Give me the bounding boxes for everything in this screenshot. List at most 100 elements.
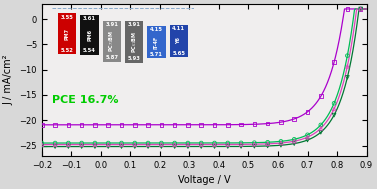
Point: [225, 143, 231, 146]
Point: [92, 142, 98, 145]
Point: [278, 142, 284, 145]
Point: [251, 141, 257, 144]
Point: [291, 140, 297, 143]
Point: [158, 142, 164, 145]
Point: [358, 7, 364, 10]
Point: [132, 145, 138, 148]
Point: [132, 143, 138, 146]
Point: [92, 145, 98, 148]
Point: [358, 7, 364, 10]
Point: [265, 142, 271, 145]
Point: [211, 123, 218, 126]
Point: [52, 143, 58, 146]
Point: [105, 145, 111, 148]
Point: [172, 123, 178, 126]
Point: [145, 143, 151, 146]
Point: [305, 136, 311, 139]
Point: [331, 114, 337, 117]
Point: [344, 65, 350, 68]
Point: [198, 123, 204, 126]
Point: [185, 142, 191, 145]
Point: [305, 139, 311, 142]
Point: [158, 145, 164, 148]
Point: [158, 123, 164, 126]
Point: [238, 123, 244, 126]
Point: [79, 123, 85, 126]
Point: [118, 145, 124, 148]
Point: [265, 122, 271, 125]
Point: [185, 123, 191, 126]
Point: [331, 61, 337, 64]
Point: [198, 143, 204, 146]
Point: [278, 140, 284, 143]
Point: [305, 133, 311, 136]
Point: [172, 143, 178, 146]
Point: [318, 123, 324, 126]
Point: [211, 145, 218, 148]
Point: [265, 141, 271, 144]
Point: [291, 142, 297, 145]
Point: [185, 145, 191, 148]
Point: [331, 102, 337, 105]
Point: [132, 142, 138, 145]
Point: [172, 145, 178, 148]
Point: [118, 123, 124, 126]
Point: [238, 143, 244, 146]
Point: [79, 142, 85, 145]
Y-axis label: J / mA/cm²: J / mA/cm²: [4, 55, 14, 105]
Point: [158, 143, 164, 146]
Point: [225, 141, 231, 144]
Point: [92, 123, 98, 126]
Point: [65, 123, 71, 126]
Point: [65, 145, 71, 148]
Point: [291, 117, 297, 120]
Point: [278, 144, 284, 147]
Point: [145, 145, 151, 148]
Point: [39, 145, 45, 148]
Point: [198, 145, 204, 148]
Point: [318, 95, 324, 98]
Point: [251, 145, 257, 148]
Point: [251, 123, 257, 126]
Point: [79, 145, 85, 148]
Point: [118, 142, 124, 145]
Point: [238, 141, 244, 144]
Point: [358, 7, 364, 10]
Point: [211, 143, 218, 146]
Point: [318, 131, 324, 134]
Point: [92, 143, 98, 146]
Point: [185, 143, 191, 146]
Point: [105, 142, 111, 145]
Point: [105, 123, 111, 126]
Point: [52, 142, 58, 145]
Point: [145, 142, 151, 145]
Point: [65, 143, 71, 146]
Point: [105, 143, 111, 146]
Point: [331, 107, 337, 110]
Point: [291, 138, 297, 141]
Point: [305, 110, 311, 113]
Point: [211, 142, 218, 145]
Point: [198, 142, 204, 145]
Point: [225, 145, 231, 148]
Point: [238, 145, 244, 148]
Point: [118, 143, 124, 146]
X-axis label: Voltage / V: Voltage / V: [178, 175, 230, 185]
Point: [39, 142, 45, 145]
Point: [145, 123, 151, 126]
Point: [132, 123, 138, 126]
Text: PCE 16.7%: PCE 16.7%: [52, 94, 118, 105]
Point: [225, 123, 231, 126]
Point: [344, 76, 350, 79]
Point: [318, 127, 324, 130]
Point: [39, 143, 45, 146]
Point: [52, 145, 58, 148]
Point: [79, 143, 85, 146]
Point: [172, 142, 178, 145]
Point: [65, 142, 71, 145]
Point: [265, 144, 271, 147]
Point: [251, 143, 257, 146]
Point: [358, 7, 364, 10]
Point: [52, 123, 58, 126]
Point: [344, 7, 350, 10]
